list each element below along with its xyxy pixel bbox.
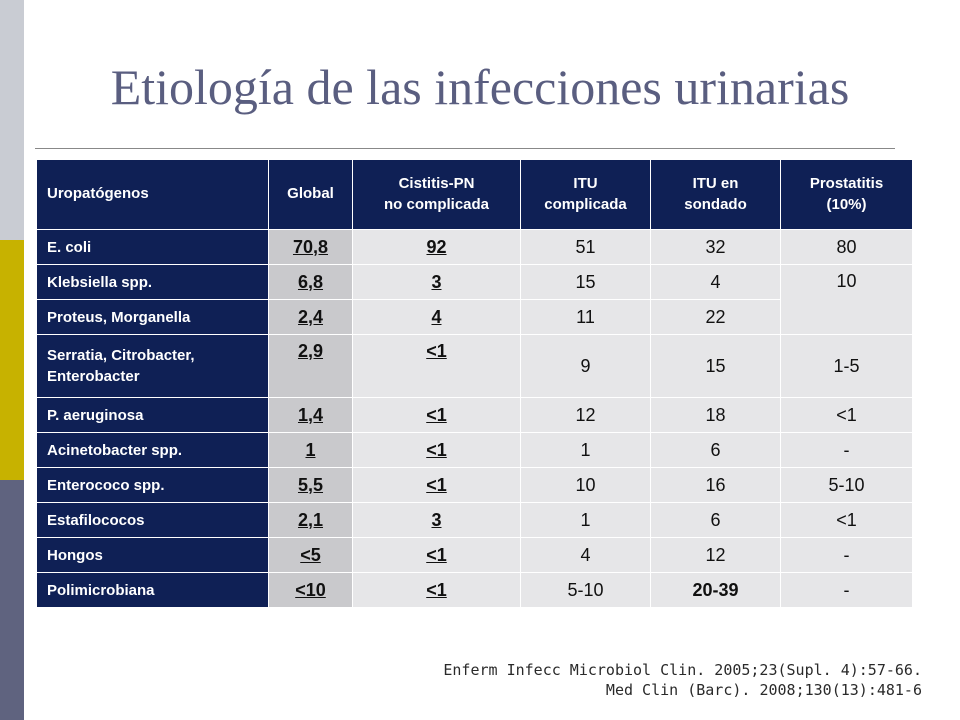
global-cell: 2,9	[268, 334, 353, 398]
cistitis-cell: 3	[352, 502, 521, 538]
table-row: Acinetobacter spp. 1 <1 1 6 -	[36, 432, 913, 468]
table-row: Proteus, Morganella 2,4 4 11 22	[36, 299, 913, 335]
itu-complicada-cell: 12	[520, 397, 651, 433]
title-divider	[35, 148, 895, 149]
header-prostatitis-line1: Prostatitis	[809, 175, 884, 193]
pathogen-line1: Serratia, Citrobacter,	[47, 347, 195, 364]
cistitis-cell: <1	[352, 537, 521, 573]
header-prostatitis: Prostatitis (10%)	[780, 159, 913, 230]
pathogen-cell: P. aeruginosa	[36, 397, 269, 433]
cistitis-cell: 92	[352, 229, 521, 265]
prostatitis-cell: -	[780, 432, 913, 468]
header-cistitis-line1: Cistitis-PN	[398, 175, 475, 193]
header-cistitis-line2: no complicada	[383, 195, 490, 213]
decorative-sidebar	[0, 0, 24, 720]
itu-sondado-cell: 15	[650, 334, 781, 398]
itu-complicada-cell: 51	[520, 229, 651, 265]
reference-1: Enferm Infecc Microbiol Clin. 2005;23(Su…	[443, 661, 922, 679]
itu-complicada-cell: 1	[520, 502, 651, 538]
itu-sondado-cell: 20-39	[650, 572, 781, 608]
prostatitis-cell: 1-5	[780, 334, 913, 398]
itu-sondado-cell: 16	[650, 467, 781, 503]
prostatitis-cell: -	[780, 572, 913, 608]
itu-complicada-cell: 15	[520, 264, 651, 300]
prostatitis-cell: <1	[780, 502, 913, 538]
header-itu-complicada: ITU complicada	[520, 159, 651, 230]
itu-complicada-cell: 9	[520, 334, 651, 398]
sidebar-segment-gray	[0, 0, 24, 240]
prostatitis-cell: -	[780, 537, 913, 573]
table-row: E. coli 70,8 92 51 32 80	[36, 229, 913, 265]
prostatitis-cell: 5-10	[780, 467, 913, 503]
prostatitis-cell: 10	[780, 264, 913, 335]
cistitis-cell: <1	[352, 572, 521, 608]
pathogen-cell: Estafilococos	[36, 502, 269, 538]
global-cell: 2,4	[268, 299, 353, 335]
sidebar-segment-slate	[0, 480, 24, 720]
pathogen-cell: Acinetobacter spp.	[36, 432, 269, 468]
pathogen-cell: Serratia, Citrobacter, Enterobacter	[36, 334, 269, 398]
header-itu-sondado-line2: sondado	[684, 195, 747, 213]
table-row: Hongos <5 <1 4 12 -	[36, 537, 913, 573]
etiology-table: Uropatógenos Global Cistitis-PN no compli…	[36, 159, 913, 608]
prostatitis-cell: <1	[780, 397, 913, 433]
itu-sondado-cell: 22	[650, 299, 781, 335]
cistitis-cell: <1	[352, 397, 521, 433]
pathogen-cell: Hongos	[36, 537, 269, 573]
slide-title: Etiología de las infecciones urinarias	[110, 59, 850, 115]
cistitis-cell: <1	[352, 467, 521, 503]
itu-sondado-cell: 6	[650, 502, 781, 538]
header-itu-sondado-line1: ITU en	[692, 175, 739, 193]
global-cell: 1	[268, 432, 353, 468]
header-itu-complicada-line2: complicada	[544, 195, 627, 213]
global-cell: 2,1	[268, 502, 353, 538]
table-row: Serratia, Citrobacter, Enterobacter 2,9 <…	[36, 334, 913, 398]
pathogen-cell: Polimicrobiana	[36, 572, 269, 608]
table-row: P. aeruginosa 1,4 <1 12 18 <1	[36, 397, 913, 433]
cistitis-cell: <1	[352, 432, 521, 468]
itu-complicada-cell: 4	[520, 537, 651, 573]
references: Enferm Infecc Microbiol Clin. 2005;23(Su…	[443, 660, 922, 700]
itu-sondado-cell: 12	[650, 537, 781, 573]
pathogen-line2: Enterobacter	[47, 368, 140, 385]
itu-sondado-cell: 18	[650, 397, 781, 433]
table-row: Polimicrobiana <10 <1 5-10 20-39 -	[36, 572, 913, 608]
itu-complicada-cell: 10	[520, 467, 651, 503]
pathogen-cell: Klebsiella spp.	[36, 264, 269, 300]
table-row: Enterococo spp. 5,5 <1 10 16 5-10	[36, 467, 913, 503]
header-global: Global	[268, 159, 353, 230]
prostatitis-cell: 80	[780, 229, 913, 265]
table-header-row: Uropatógenos Global Cistitis-PN no compli…	[36, 159, 913, 230]
cistitis-cell: 4	[352, 299, 521, 335]
header-itu-sondado: ITU en sondado	[650, 159, 781, 230]
table-row: Estafilococos 2,1 3 1 6 <1	[36, 502, 913, 538]
itu-complicada-cell: 5-10	[520, 572, 651, 608]
pathogen-cell: Proteus, Morganella	[36, 299, 269, 335]
header-itu-complicada-line1: ITU	[573, 175, 598, 193]
global-cell: 1,4	[268, 397, 353, 433]
global-cell: 70,8	[268, 229, 353, 265]
reference-2: Med Clin (Barc). 2008;130(13):481-6	[605, 681, 922, 699]
global-cell: <10	[268, 572, 353, 608]
global-cell: 6,8	[268, 264, 353, 300]
itu-sondado-cell: 6	[650, 432, 781, 468]
header-uropatogenos: Uropatógenos	[36, 159, 269, 230]
header-prostatitis-line2: (10%)	[826, 195, 867, 213]
pathogen-cell: Enterococo spp.	[36, 467, 269, 503]
global-cell: 5,5	[268, 467, 353, 503]
pathogen-cell: E. coli	[36, 229, 269, 265]
global-cell: <5	[268, 537, 353, 573]
cistitis-cell: <1	[352, 334, 521, 398]
header-cistitis: Cistitis-PN no complicada	[352, 159, 521, 230]
itu-sondado-cell: 4	[650, 264, 781, 300]
itu-sondado-cell: 32	[650, 229, 781, 265]
cistitis-cell: 3	[352, 264, 521, 300]
itu-complicada-cell: 1	[520, 432, 651, 468]
sidebar-segment-gold	[0, 240, 24, 480]
table-row: Klebsiella spp. 6,8 3 15 4 10	[36, 264, 913, 335]
itu-complicada-cell: 11	[520, 299, 651, 335]
